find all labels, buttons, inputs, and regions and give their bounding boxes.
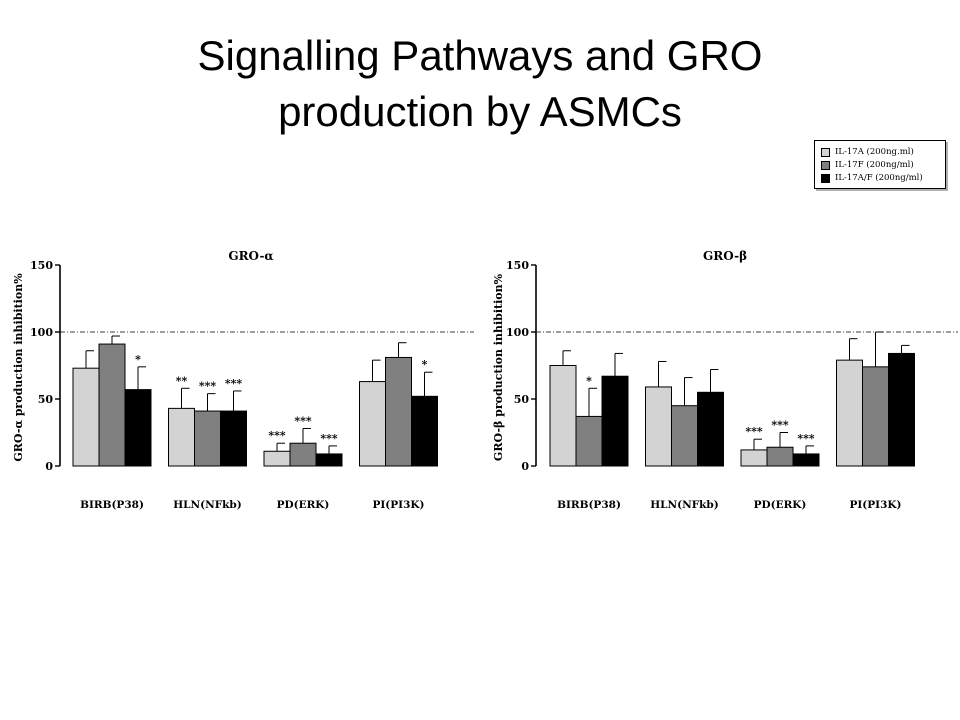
significance-mark: *** — [199, 380, 217, 393]
y-tick-label: 100 — [30, 326, 53, 339]
bar — [671, 405, 698, 467]
bar — [263, 450, 291, 467]
bar — [836, 359, 863, 467]
bar — [601, 375, 629, 467]
significance-mark: *** — [225, 377, 243, 390]
legend: IL-17A (200ng.ml) IL-17F (200ng/ml) IL-1… — [814, 140, 946, 189]
bar — [862, 366, 889, 467]
legend-swatch-il17f — [821, 160, 830, 170]
y-axis-label: GRO-α production inhibition% — [12, 273, 25, 462]
significance-mark: * — [586, 374, 592, 387]
y-tick-label: 50 — [38, 393, 54, 406]
y-tick-label: 0 — [521, 460, 529, 473]
legend-item-il17af: IL-17A/F (200ng/ml) — [821, 172, 923, 184]
legend-label-il17a: IL-17A (200ng.ml) — [835, 147, 914, 157]
slide-title-line-2: production by ASMCs — [278, 88, 682, 135]
legend-item-il17a: IL-17A (200ng.ml) — [821, 146, 914, 158]
bar — [549, 365, 577, 467]
x-tick-label: BIRB(P38) — [80, 499, 144, 511]
x-tick-label: HLN(NFkb) — [650, 499, 719, 511]
x-tick-label: BIRB(P38) — [557, 499, 621, 511]
significance-mark: *** — [294, 414, 312, 427]
significance-mark: *** — [268, 429, 286, 442]
bar — [888, 352, 915, 467]
significance-mark: * — [135, 353, 141, 366]
bar — [124, 389, 152, 467]
x-tick-label: PI(PI3K) — [373, 499, 425, 511]
bar — [697, 391, 724, 467]
slide-title: Signalling Pathways and GRO production b… — [0, 28, 960, 140]
y-tick-label: 150 — [506, 259, 529, 272]
y-tick-label: 150 — [30, 259, 53, 272]
bar — [194, 410, 221, 467]
y-tick-label: 50 — [514, 393, 530, 406]
chart-gro-alpha: GRO-α GRO-α production inhibition% 0 50 100 1… — [12, 249, 474, 511]
x-tick-label: PD(ERK) — [754, 499, 807, 511]
bar — [315, 453, 343, 467]
bar — [359, 381, 386, 467]
x-tick-label: HLN(NFkb) — [173, 499, 242, 511]
bar — [289, 442, 317, 467]
chart-gro-beta: GRO-β GRO-β production inhibition% 0 50 100 1… — [492, 249, 958, 511]
bar — [766, 446, 794, 467]
chart-title: GRO-β — [703, 249, 747, 263]
legend-swatch-il17a — [821, 147, 830, 157]
significance-mark: * — [422, 358, 428, 371]
legend-swatch-il17af — [821, 173, 830, 183]
bar — [740, 449, 768, 467]
bar — [411, 395, 438, 467]
bar — [575, 415, 603, 467]
chart-title: GRO-α — [228, 249, 273, 263]
y-tick-label: 0 — [45, 460, 53, 473]
bar — [385, 356, 412, 467]
bar — [98, 343, 126, 467]
y-axis-label: GRO-β production inhibition% — [492, 273, 505, 461]
bar — [220, 410, 247, 467]
bar — [168, 407, 195, 467]
legend-label-il17af: IL-17A/F (200ng/ml) — [835, 173, 923, 183]
bar — [72, 367, 100, 467]
significance-mark: ** — [176, 374, 188, 387]
significance-mark: *** — [771, 419, 789, 432]
significance-mark: *** — [320, 432, 338, 445]
significance-mark: *** — [797, 432, 815, 445]
slide-title-line-1: Signalling Pathways and GRO — [197, 32, 763, 79]
x-tick-label: PI(PI3K) — [850, 499, 902, 511]
legend-label-il17f: IL-17F (200ng/ml) — [835, 160, 914, 170]
significance-mark: *** — [745, 425, 763, 438]
legend-item-il17f: IL-17F (200ng/ml) — [821, 159, 914, 171]
x-tick-label: PD(ERK) — [277, 499, 330, 511]
y-tick-label: 100 — [506, 326, 529, 339]
bar — [792, 453, 820, 467]
bar — [645, 386, 672, 467]
